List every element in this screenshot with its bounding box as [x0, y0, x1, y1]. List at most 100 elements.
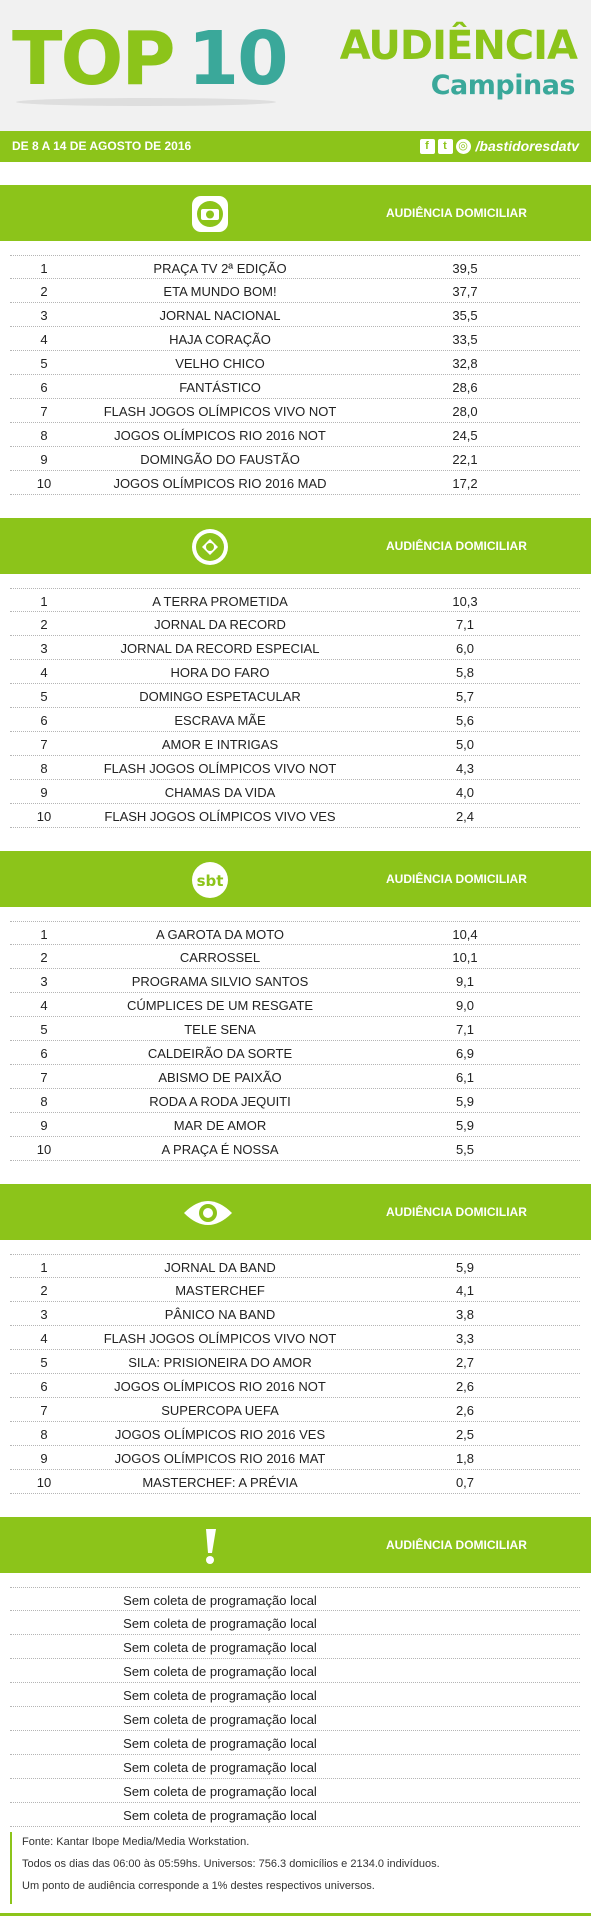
row-program: VELHO CHICO: [175, 356, 265, 371]
table-row: 2 CARROSSEL 10,1: [10, 945, 580, 969]
instagram-icon[interactable]: ◎: [455, 138, 471, 154]
row-program: JORNAL NACIONAL: [159, 308, 281, 323]
row-value: 10,3: [452, 594, 478, 609]
table-row: Sem coleta de programação local: [10, 1803, 580, 1827]
row-rank: 6: [40, 1379, 48, 1394]
row-program: Sem coleta de programação local: [123, 1736, 317, 1751]
row-program: MAR DE AMOR: [173, 1118, 267, 1133]
row-value: 5,8: [455, 665, 475, 680]
row-rank: 4: [40, 1331, 48, 1346]
table-row: 8 RODA A RODA JEQUITI 5,9: [10, 1089, 580, 1113]
row-program: Sem coleta de programação local: [123, 1760, 317, 1775]
row-program: TELE SENA: [184, 1022, 256, 1037]
row-rank: 4: [40, 998, 48, 1013]
row-rank: 6: [40, 713, 48, 728]
date-bar: DE 8 A 14 DE AGOSTO DE 2016 f t ◎ /basti…: [0, 131, 591, 162]
row-program: JOGOS OLÍMPICOS RIO 2016 MAD: [113, 476, 327, 491]
row-program: DOMINGÃO DO FAUSTÃO: [140, 452, 300, 467]
row-value: 5,7: [455, 689, 475, 704]
table-row: 9 DOMINGÃO DO FAUSTÃO 22,1: [10, 447, 580, 471]
row-program: Sem coleta de programação local: [123, 1784, 317, 1799]
row-program: FANTÁSTICO: [179, 380, 261, 395]
facebook-icon[interactable]: f: [419, 138, 435, 154]
row-value: 6,0: [455, 641, 475, 656]
table-row: 6 ESCRAVA MÃE 5,6: [10, 708, 580, 732]
row-rank: 10: [36, 1475, 52, 1490]
section-label: AUDIÊNCIA DOMICILIAR: [386, 206, 527, 220]
table-row: Sem coleta de programação local: [10, 1635, 580, 1659]
row-program: SUPERCOPA UEFA: [161, 1403, 279, 1418]
table-row: Sem coleta de programação local: [10, 1587, 580, 1611]
table-row: Sem coleta de programação local: [10, 1683, 580, 1707]
row-rank: 3: [40, 641, 48, 656]
row-program: PROGRAMA SILVIO SANTOS: [131, 974, 309, 989]
row-value: 5,5: [455, 1142, 475, 1157]
section-header: AUDIÊNCIA DOMICILIAR: [0, 1184, 591, 1240]
table-row: 10 MASTERCHEF: A PRÉVIA 0,7: [10, 1470, 580, 1494]
table-row: 6 FANTÁSTICO 28,6: [10, 375, 580, 399]
row-value: 39,5: [452, 261, 478, 276]
row-value: 10,4: [452, 927, 478, 942]
row-value: 4,1: [455, 1283, 475, 1298]
twitter-icon[interactable]: t: [437, 138, 453, 154]
table-row: 8 FLASH JOGOS OLÍMPICOS VIVO NOT 4,3: [10, 756, 580, 780]
row-program: ABISMO DE PAIXÃO: [158, 1070, 282, 1085]
ranking-section: AUDIÊNCIA DOMICILIAR 1 PRAÇA TV 2ª EDIÇÃO 3…: [0, 185, 591, 495]
row-program: JOGOS OLÍMPICOS RIO 2016 VES: [114, 1427, 326, 1442]
row-rank: 4: [40, 332, 48, 347]
row-value: 0,7: [455, 1475, 475, 1490]
row-rank: 6: [40, 1046, 48, 1061]
row-rank: 9: [40, 1451, 48, 1466]
table-row: 5 TELE SENA 7,1: [10, 1017, 580, 1041]
row-program: JORNAL DA RECORD ESPECIAL: [120, 641, 320, 656]
ranking-section: AUDIÊNCIA DOMICILIAR 1 JORNAL DA BAND 5,9 2 M…: [0, 1184, 591, 1494]
table-row: 2 JORNAL DA RECORD 7,1: [10, 612, 580, 636]
table-row: 9 CHAMAS DA VIDA 4,0: [10, 780, 580, 804]
table-row: 2 MASTERCHEF 4,1: [10, 1278, 580, 1302]
row-rank: 1: [40, 927, 48, 942]
row-value: 5,9: [455, 1094, 475, 1109]
row-value: 24,5: [452, 428, 478, 443]
footer-rating-note: Um ponto de audiência corresponde a 1% d…: [22, 1880, 375, 1892]
row-rank: 1: [40, 1260, 48, 1275]
row-value: 9,1: [455, 974, 475, 989]
row-program: RODA A RODA JEQUITI: [149, 1094, 291, 1109]
table-row: 10 A PRAÇA É NOSSA 5,5: [10, 1137, 580, 1161]
row-program: HAJA CORAÇÃO: [169, 332, 271, 347]
globo-logo-icon: [190, 194, 230, 234]
row-rank: 2: [40, 617, 48, 632]
row-program: FLASH JOGOS OLÍMPICOS VIVO NOT: [103, 404, 337, 419]
top10-title: TOP 10: [12, 22, 289, 96]
row-value: 2,6: [455, 1379, 475, 1394]
row-value: 5,0: [455, 737, 475, 752]
row-value: 6,1: [455, 1070, 475, 1085]
row-rank: 7: [40, 737, 48, 752]
row-rank: 5: [40, 689, 48, 704]
row-value: 2,5: [455, 1427, 475, 1442]
table-row: 1 A TERRA PROMETIDA 10,3: [10, 588, 580, 612]
row-rank: 8: [40, 1427, 48, 1442]
table-row: 7 AMOR E INTRIGAS 5,0: [10, 732, 580, 756]
table-row: 10 JOGOS OLÍMPICOS RIO 2016 MAD 17,2: [10, 471, 580, 495]
row-program: Sem coleta de programação local: [123, 1616, 317, 1631]
row-value: 7,1: [455, 617, 475, 632]
social-handle[interactable]: /bastidoresdatv: [475, 138, 579, 154]
row-value: 5,6: [455, 713, 475, 728]
row-program: ETA MUNDO BOM!: [163, 284, 277, 299]
row-rank: 6: [40, 380, 48, 395]
ranking-table: 1 PRAÇA TV 2ª EDIÇÃO 39,5 2 ETA MUNDO BOM! 37…: [10, 255, 580, 495]
row-program: CÚMPLICES DE UM RESGATE: [126, 998, 314, 1013]
row-program: FLASH JOGOS OLÍMPICOS VIVO VES: [104, 809, 336, 824]
row-value: 2,4: [455, 809, 475, 824]
row-rank: 9: [40, 452, 48, 467]
ranking-section: AUDIÊNCIA DOMICILIAR 1 A TERRA PROMETIDA 10…: [0, 518, 591, 828]
table-row: 9 JOGOS OLÍMPICOS RIO 2016 MAT 1,8: [10, 1446, 580, 1470]
row-rank: 5: [40, 1022, 48, 1037]
section-header: AUDIÊNCIA DOMICILIAR: [0, 185, 591, 241]
row-value: 3,8: [455, 1307, 475, 1322]
row-program: CARROSSEL: [179, 950, 261, 965]
row-value: 17,2: [452, 476, 478, 491]
row-value: 9,0: [455, 998, 475, 1013]
row-program: Sem coleta de programação local: [123, 1688, 317, 1703]
table-row: 8 JOGOS OLÍMPICOS RIO 2016 NOT 24,5: [10, 423, 580, 447]
